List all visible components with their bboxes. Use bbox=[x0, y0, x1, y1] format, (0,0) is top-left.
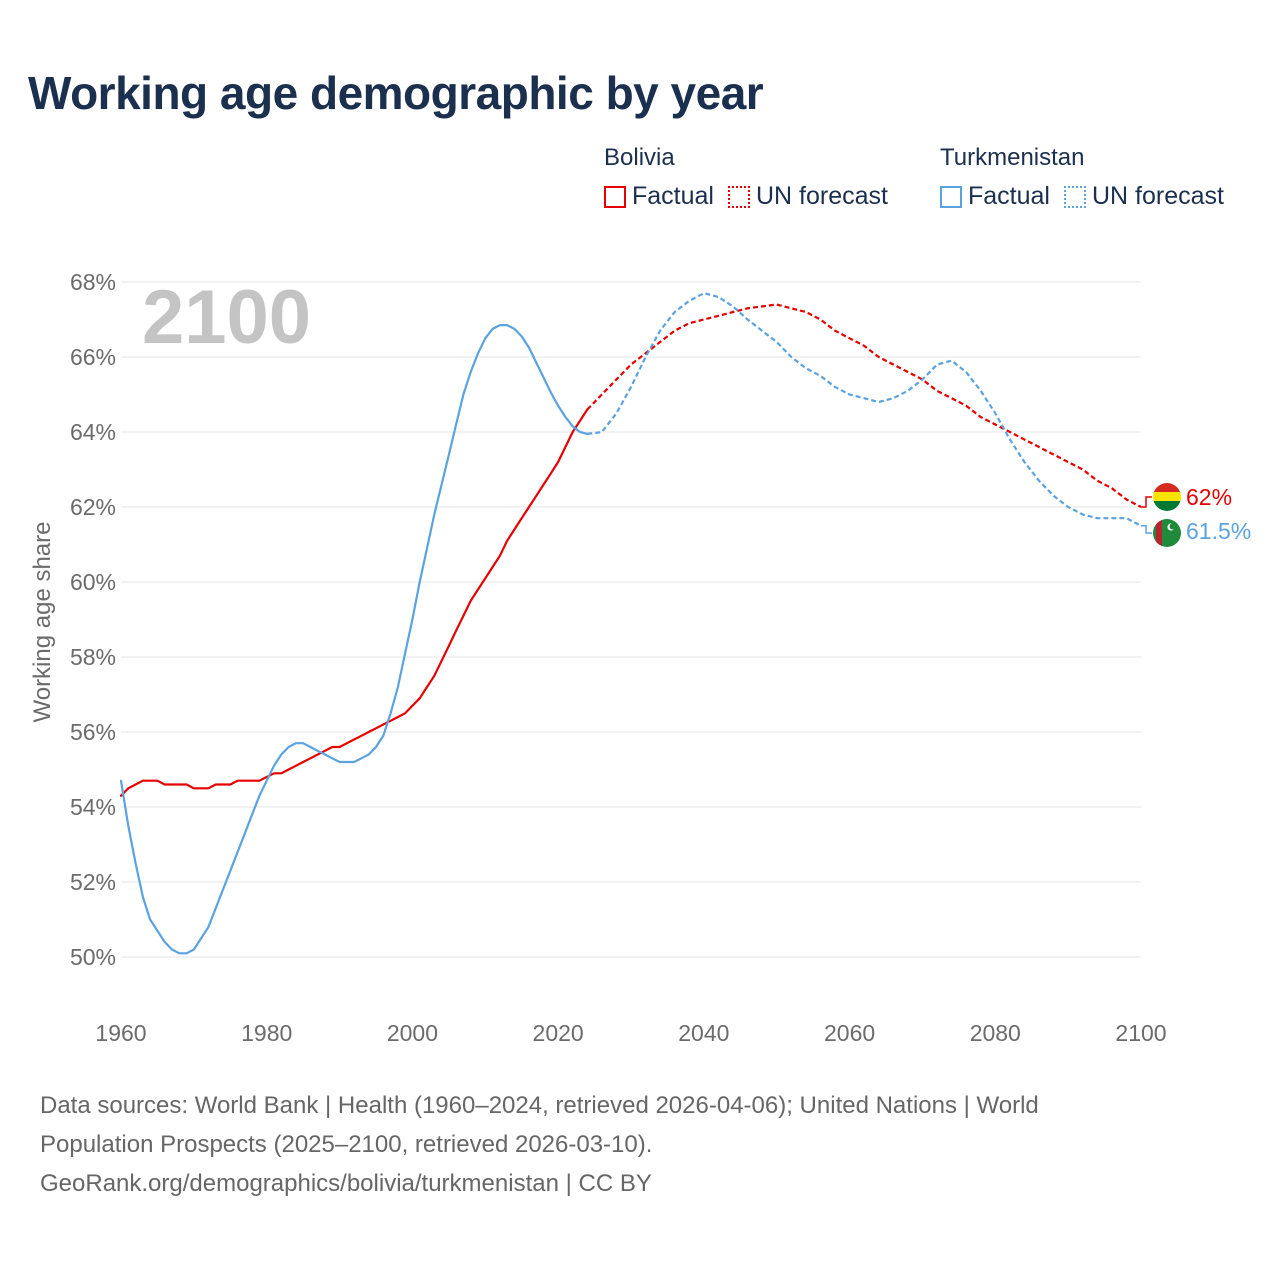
legend-bolivia-country: Bolivia bbox=[604, 144, 675, 171]
legend-bolivia: Bolivia Factual UN forecast bbox=[604, 144, 888, 211]
legend-swatch-dotted-icon bbox=[1063, 185, 1086, 208]
legend-turkmenistan-forecast-label: UN forecast bbox=[1091, 182, 1224, 210]
chart-title: Working age demographic by year bbox=[28, 67, 764, 119]
x-axis-ticks: 1960 1980 2000 2020 2040 2060 2080 2100 bbox=[95, 1020, 1166, 1046]
current-year-label: 2100 bbox=[142, 275, 311, 360]
x-tick-label: 2020 bbox=[533, 1020, 584, 1046]
legend-bolivia-forecast-label: UN forecast bbox=[755, 182, 888, 210]
y-tick-label: 64% bbox=[70, 419, 116, 445]
x-tick-label: 2060 bbox=[824, 1020, 875, 1046]
legend-turkmenistan-country: Turkmenistan bbox=[940, 144, 1085, 171]
legend-turkmenistan-forecast[interactable]: UN forecast bbox=[1063, 182, 1224, 211]
legend-bolivia-factual-label: Factual bbox=[632, 182, 714, 210]
y-axis-ticks: 50% 52% 54% 56% 58% 60% 62% 64% 66% 68% bbox=[70, 269, 116, 970]
x-tick-label: 2080 bbox=[970, 1020, 1021, 1046]
bolivia-flag-icon bbox=[1153, 483, 1181, 511]
turkmenistan-flag-icon bbox=[1153, 519, 1181, 547]
x-tick-label: 2040 bbox=[678, 1020, 729, 1046]
footer-line-1: Data sources: World Bank | Health (1960–… bbox=[40, 1092, 1039, 1119]
x-tick-label: 1980 bbox=[241, 1020, 292, 1046]
y-tick-label: 56% bbox=[70, 719, 116, 745]
x-tick-label: 2100 bbox=[1115, 1020, 1166, 1046]
grid-lines bbox=[121, 281, 1141, 958]
bolivia-factual-line[interactable] bbox=[119, 408, 589, 797]
legend-swatch-solid-icon bbox=[604, 185, 626, 208]
y-tick-label: 62% bbox=[70, 494, 116, 520]
footer-line-2: Population Prospects (2025–2100, retriev… bbox=[40, 1131, 653, 1158]
legend-turkmenistan-factual[interactable]: Factual bbox=[940, 182, 1050, 211]
legend-turkmenistan: Turkmenistan Factual UN forecast bbox=[940, 144, 1224, 211]
y-tick-label: 54% bbox=[70, 794, 116, 820]
data-sources-footer: Data sources: World Bank | Health (1960–… bbox=[40, 1086, 1240, 1203]
legend-turkmenistan-factual-label: Factual bbox=[968, 182, 1050, 210]
x-tick-label: 1960 bbox=[95, 1020, 146, 1046]
bolivia-end-connector bbox=[1141, 496, 1152, 508]
turkmenistan-forecast-line[interactable] bbox=[587, 292, 1142, 527]
turkmenistan-factual-line[interactable] bbox=[119, 324, 589, 955]
y-tick-label: 50% bbox=[70, 944, 116, 970]
y-axis-label: Working age share bbox=[29, 522, 56, 723]
bolivia-end-value-label: 62% bbox=[1186, 484, 1232, 510]
bolivia-forecast-line[interactable] bbox=[586, 303, 1142, 508]
legend-bolivia-factual[interactable]: Factual bbox=[604, 182, 714, 211]
line-chart: 50% 52% 54% 56% 58% 60% 62% 64% 66% 68% 1960 1980 2… bbox=[29, 269, 1251, 1046]
legend-bolivia-forecast[interactable]: UN forecast bbox=[727, 182, 888, 211]
turkmenistan-end-value-label: 61.5% bbox=[1186, 518, 1251, 544]
y-tick-label: 68% bbox=[70, 269, 116, 295]
turkmenistan-end-connector bbox=[1141, 525, 1152, 534]
y-tick-label: 52% bbox=[70, 869, 116, 895]
x-tick-label: 2000 bbox=[387, 1020, 438, 1046]
end-markers: 62% 61.5% bbox=[1153, 483, 1251, 547]
y-tick-label: 60% bbox=[70, 569, 116, 595]
footer-line-3[interactable]: GeoRank.org/demographics/bolivia/turkmen… bbox=[40, 1170, 652, 1197]
y-tick-label: 66% bbox=[70, 344, 116, 370]
legend-swatch-dotted-icon bbox=[727, 185, 750, 208]
y-tick-label: 58% bbox=[70, 644, 116, 670]
series-lines bbox=[119, 292, 1152, 955]
legend-swatch-solid-icon bbox=[940, 185, 962, 208]
